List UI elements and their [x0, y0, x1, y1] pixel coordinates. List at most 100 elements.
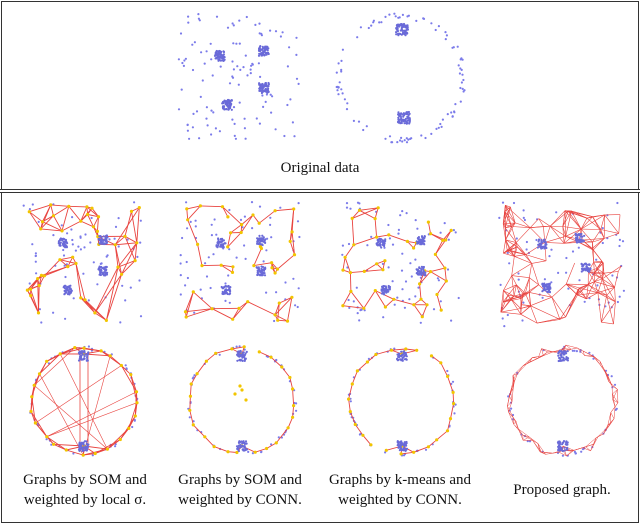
graph-node [230, 347, 234, 351]
ring-point [451, 115, 454, 118]
graph-edge [450, 403, 455, 419]
noise-point [62, 248, 65, 252]
noise-point [273, 319, 276, 323]
cluster-point [78, 442, 81, 445]
cluster-point [105, 273, 109, 276]
graph-edge [401, 451, 414, 455]
graph-edge [419, 271, 431, 285]
noise-point [432, 308, 436, 311]
graph-edge [612, 389, 618, 395]
graph-edge [503, 223, 512, 227]
graph-node [191, 423, 195, 427]
graph-node [246, 300, 250, 304]
cluster-point [566, 448, 569, 451]
graph-node [238, 384, 242, 388]
noise-point [289, 98, 292, 101]
noise-point [213, 218, 216, 221]
graph-edge [532, 440, 541, 452]
graph-edge [565, 210, 572, 237]
cluster-point [560, 449, 563, 452]
graph-edge [603, 428, 607, 434]
graph-node [33, 421, 37, 425]
cluster-point [102, 273, 106, 276]
graph-edge [289, 377, 294, 390]
graph-edge [96, 216, 99, 232]
cluster-point [257, 54, 261, 57]
noise-point [179, 32, 183, 35]
graph-edge [274, 296, 293, 316]
noise-point [212, 111, 215, 114]
noise-point [616, 201, 619, 205]
graph-edge [508, 411, 514, 419]
graph-edge [289, 208, 295, 242]
graph-edge [594, 262, 604, 274]
cluster-point [86, 352, 89, 356]
graph-edge [515, 222, 531, 228]
graph-edge [134, 391, 137, 417]
cluster-point [260, 54, 263, 57]
graph-edge [197, 244, 203, 266]
graph-edge [602, 262, 604, 279]
graph-edge [594, 281, 615, 288]
cluster-point [244, 352, 247, 355]
cluster-point [397, 356, 400, 359]
noise-point [522, 216, 525, 219]
graph-node [375, 235, 379, 239]
graph-node [135, 241, 139, 245]
cluster-point [544, 246, 547, 249]
noise-point [136, 255, 139, 258]
cluster-point [239, 359, 242, 362]
graph-edge [289, 241, 295, 255]
noise-point [355, 286, 358, 289]
noise-point [258, 32, 261, 35]
graph-edge [206, 352, 216, 362]
cluster-point [98, 265, 101, 268]
noise-point [436, 277, 439, 280]
cluster-point [66, 286, 70, 289]
cluster-point [387, 286, 391, 289]
graph-edge [514, 293, 524, 297]
noise-point [279, 206, 282, 209]
graph-node [265, 446, 269, 451]
graph-node [99, 349, 103, 353]
ring-point [561, 454, 564, 457]
noise-point [62, 254, 66, 257]
graph-edge [511, 275, 530, 278]
graph-edge [83, 453, 96, 456]
graph-edge [601, 261, 605, 274]
cluster-point [228, 106, 231, 109]
noise-point [414, 295, 417, 298]
graph-edge [601, 321, 614, 325]
noise-point [37, 220, 40, 223]
noise-point [192, 112, 195, 115]
graph-node [86, 212, 90, 217]
cluster-point [217, 237, 220, 240]
cluster-point [99, 271, 102, 274]
graph-node [376, 206, 380, 210]
noise-point [501, 317, 504, 320]
noise-point [419, 321, 422, 324]
cluster-point [549, 287, 552, 290]
ring-point [337, 93, 340, 96]
graph-edge [603, 273, 615, 288]
ring-point [450, 111, 453, 114]
noise-point [383, 246, 386, 249]
cluster-point [385, 291, 388, 294]
noise-point [35, 272, 38, 275]
noise-point [262, 260, 265, 263]
cluster-point [564, 351, 567, 354]
graph-edge [510, 298, 522, 315]
graph-edge [503, 290, 515, 297]
cluster-point [557, 354, 560, 357]
graph-edge [53, 205, 70, 217]
noise-point [241, 226, 244, 229]
graph-node [42, 274, 46, 278]
noise-point [567, 287, 570, 290]
noise-point [618, 238, 621, 241]
graph-node [292, 253, 297, 257]
noise-point [359, 309, 362, 312]
noise-point [186, 129, 189, 132]
graph-node [253, 450, 257, 454]
graph-node [133, 414, 137, 418]
cluster-point [100, 242, 104, 245]
